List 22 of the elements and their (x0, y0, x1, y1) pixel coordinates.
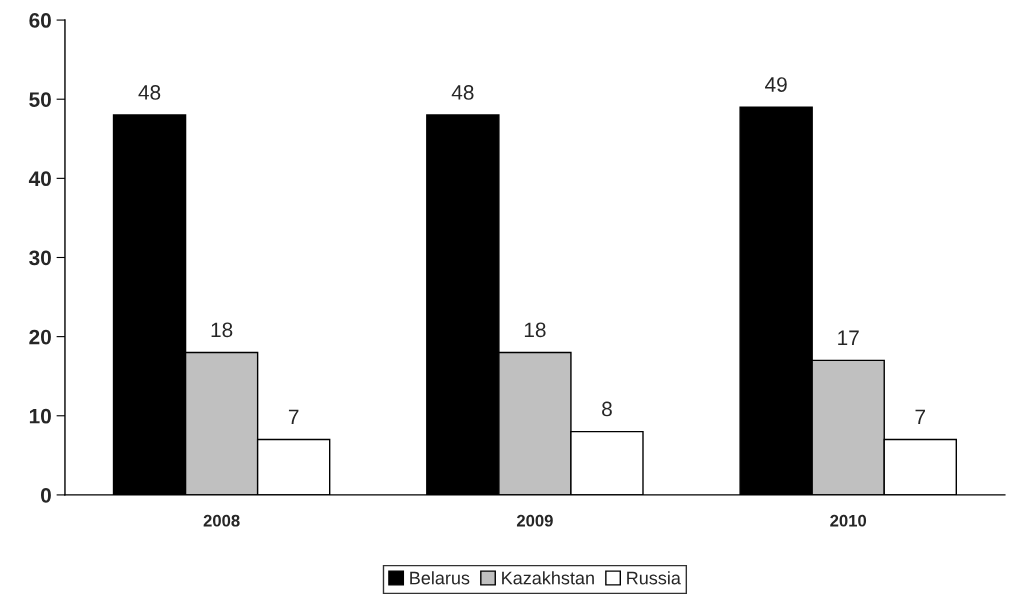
data-label: 48 (451, 85, 474, 100)
data-label: 17 (838, 330, 859, 345)
data-label: 7 (288, 409, 299, 425)
x-tick-label: 2010 (830, 514, 867, 527)
x-tick-label: 2009 (516, 514, 553, 527)
y-tick-label: 0 (41, 487, 51, 503)
data-label: 8 (602, 401, 612, 417)
data-label: 7 (915, 409, 926, 425)
data-label: 18 (211, 322, 233, 338)
y-tick-label: 50 (29, 92, 51, 107)
x-tick-label: 2008 (203, 514, 240, 527)
y-tick-label: 20 (29, 329, 51, 345)
data-label: 18 (524, 322, 546, 338)
y-tick-label: 40 (28, 171, 51, 187)
y-tick-label: 30 (29, 250, 51, 266)
legend-label: Kazakhstan (502, 571, 594, 585)
data-label: 48 (138, 85, 161, 100)
data-label: 49 (765, 77, 787, 92)
y-tick-label: 60 (29, 13, 51, 28)
y-tick-label: 10 (29, 408, 51, 424)
legend-label: Belarus (410, 571, 470, 585)
legend-label: Russia (627, 571, 681, 585)
